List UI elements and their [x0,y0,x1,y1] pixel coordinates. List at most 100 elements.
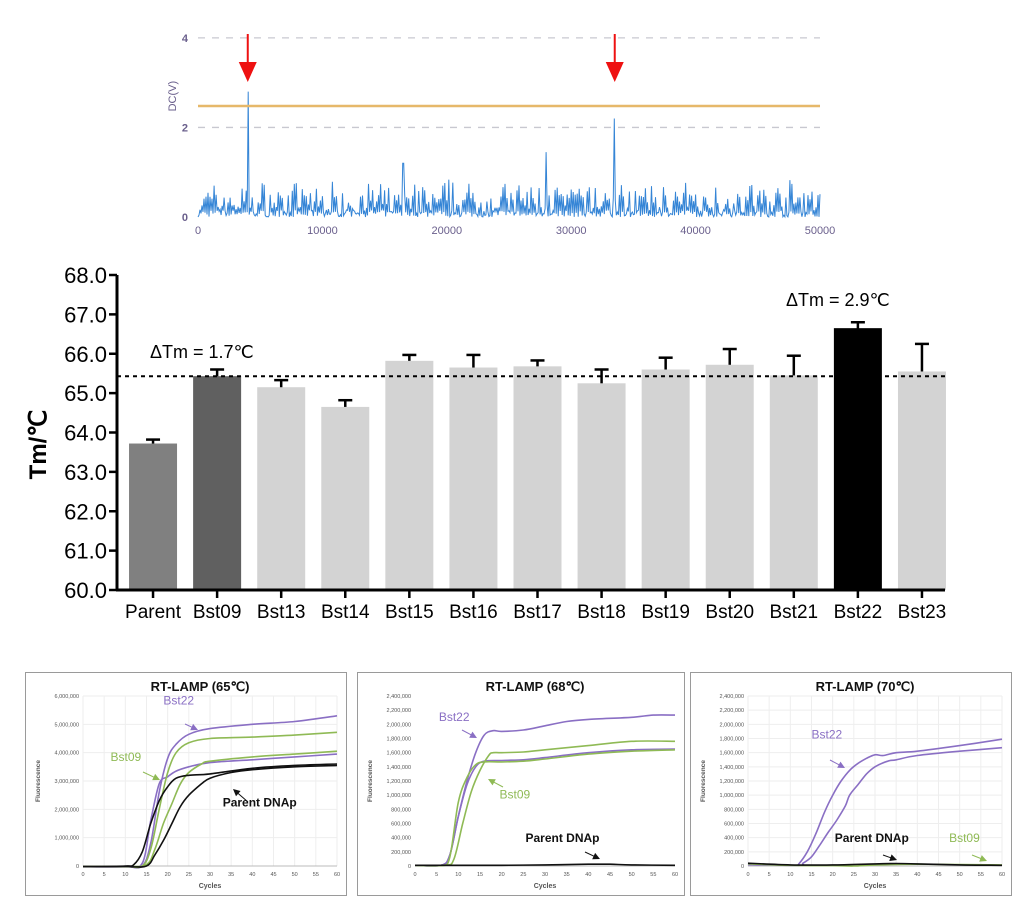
x-tick-label: 30 [207,872,213,878]
x-tick-label: 0 [413,872,416,878]
x-tick-label: Bst14 [321,602,370,623]
x-tick-label: 15 [143,872,149,878]
pointer-arrow-head [469,731,477,738]
bar-bst20 [705,364,754,590]
y-tick-label: 2,200,000 [387,708,411,714]
series-line-bst22 [747,738,1003,867]
x-tick-label: 40000 [680,225,711,237]
x-tick-label: Bst23 [898,602,947,623]
series-label: Bst09 [111,750,142,764]
signal-trace [197,91,821,219]
x-tick-label: 25 [186,872,192,878]
x-tick-label: Bst21 [770,602,819,623]
x-tick-label: 15 [477,872,483,878]
bar-bst16 [449,367,498,590]
x-tick-label: Bst17 [513,602,562,623]
y-tick-label: 6,000,000 [55,694,79,700]
x-tick-label: 40 [585,872,591,878]
y-axis-label: DC(V) [167,81,179,112]
x-tick-label: Parent [125,602,182,623]
y-tick-label: 1,800,000 [387,737,411,743]
y-tick-label: 1,400,000 [387,765,411,771]
y-tick-label: 800,000 [391,807,411,813]
x-tick-label: 30000 [556,225,587,237]
y-tick-label: 2,000,000 [720,722,744,728]
series-line-bst22 [82,753,338,869]
x-tick-label: 40 [249,872,255,878]
series-label: Parent DNAp [835,831,909,845]
y-tick-label: 1,000,000 [720,793,744,799]
series-line-parent-dnap [82,763,338,868]
pointer-arrow-head [233,789,241,797]
x-axis-label: Cycles [864,883,887,890]
x-tick-label: 60 [999,872,1005,878]
y-tick-label: 1,000,000 [55,836,79,842]
y-axis-label: Fluorescence [700,760,707,802]
bar-bst14 [321,406,370,590]
bar-parent [129,443,178,590]
x-tick-label: 60 [334,872,340,878]
rt-lamp-70-svg: 0 200,000 400,000 600,000 800,000 1,000,000 1,… [700,679,1005,890]
y-tick-label: 68.0 [64,263,107,288]
x-tick-label: Bst13 [257,602,306,623]
bar-bst13 [257,387,306,590]
series-label: Bst22 [439,710,470,724]
x-tick-label: 50 [957,872,963,878]
x-tick-label: 45 [935,872,941,878]
pointer-arrow-head [979,855,987,862]
y-tick-label: 61.0 [64,539,107,564]
y-tick-label: 0 [76,864,79,870]
series-label: Bst22 [812,728,843,742]
x-tick-label: Bst16 [449,602,498,623]
x-tick-label: 20 [499,872,505,878]
x-tick-label: 50000 [805,225,836,237]
bar-bst17 [513,366,562,590]
chart-frame [25,672,347,896]
x-tick-label: 0 [746,872,749,878]
series-line-bst09 [82,750,338,868]
x-tick-label: 20000 [432,225,463,237]
x-axis-label: Cycles [534,883,557,890]
rt-lamp-68-svg: 0 200,000 400,000 600,000 800,000 1,000,000 1,… [367,679,678,890]
delta-tm-annotation: ΔTm = 2.9℃ [786,290,890,310]
series-line-bst22 [414,748,676,867]
x-tick-label: 10000 [307,225,338,237]
y-tick-label: 67.0 [64,302,107,327]
series-line-parent-dnap [747,862,1003,867]
series-label: Bst09 [500,788,531,802]
x-tick-label: 35 [564,872,570,878]
chart-frame [357,672,685,896]
x-tick-label: 55 [313,872,319,878]
x-tick-label: 55 [978,872,984,878]
y-axis-label: Tm/℃ [25,410,52,480]
y-tick-label: 64.0 [64,421,107,446]
y-tick-label: 63.0 [64,460,107,485]
y-tick-label: 1,400,000 [720,765,744,771]
y-tick-label: 60.0 [64,578,107,603]
signal-chart-svg: 0 2 4 0 10000 20000 30000 40000 50000 DC(V) [167,33,836,237]
rt-lamp-65-svg: 0 1,000,000 2,000,000 3,000,000 4,000,000 5,0… [35,679,340,890]
y-tick-label: 62.0 [64,499,107,524]
y-tick-label: 0 [408,864,411,870]
x-tick-label: 45 [607,872,613,878]
y-tick-label: 400,000 [391,836,411,842]
chart-frame [690,672,1012,896]
y-tick-label: 1,600,000 [720,751,744,757]
x-tick-label: 10 [455,872,461,878]
chart-title: RT-LAMP (68℃) [486,679,585,694]
series-line-bst09 [414,740,676,867]
y-tick-label: 800,000 [724,807,744,813]
x-tick-label: 20 [165,872,171,878]
pointer-arrow-head [152,773,160,781]
y-tick-label: 5,000,000 [55,722,79,728]
tm-bar-chart: 60.0 61.0 62.0 63.0 64.0 65.0 66.0 67.0 68.0 Tm/℃… [0,255,1024,635]
y-tick-label: 1,200,000 [387,779,411,785]
x-tick-label: 50 [292,872,298,878]
x-tick-label: 15 [808,872,814,878]
x-tick-label: Bst18 [577,602,626,623]
bar-bst22 [833,328,882,590]
chart-title: RT-LAMP (70℃) [816,679,915,694]
bar-bst19 [641,369,690,590]
y-axis-label: Fluorescence [367,760,374,802]
x-tick-label: 20 [830,872,836,878]
